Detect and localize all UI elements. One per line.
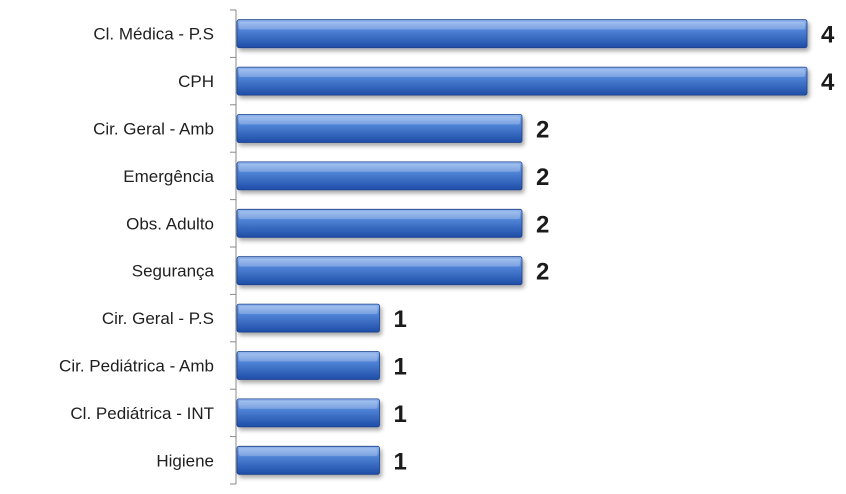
- bar: [236, 445, 380, 475]
- data-label: 2: [536, 259, 549, 286]
- bars-layer: [236, 19, 808, 475]
- category-labels: Cl. Médica - P.S CPH Cir. Geral - Amb Emerg…: [59, 25, 214, 471]
- bar-highlight: [239, 258, 520, 267]
- bar-highlight: [239, 211, 520, 220]
- bar-highlight: [239, 69, 805, 77]
- data-label: 1: [394, 354, 407, 381]
- bar: [236, 66, 808, 96]
- bar: [236, 161, 523, 191]
- bar-highlight: [239, 21, 805, 30]
- bar: [236, 256, 523, 286]
- category-label: Segurança: [132, 262, 215, 281]
- data-label: 2: [536, 164, 549, 191]
- data-label: 1: [394, 448, 407, 475]
- bar: [236, 351, 380, 380]
- bar: [236, 303, 380, 333]
- category-label: Higiene: [156, 451, 214, 470]
- data-label: 2: [536, 211, 549, 238]
- data-label: 4: [821, 69, 835, 96]
- bar-highlight: [239, 353, 378, 362]
- data-label: 4: [821, 22, 835, 49]
- category-label: Cir. Geral - P.S: [102, 309, 214, 328]
- data-label: 1: [394, 306, 407, 333]
- category-label: Cir. Pediátrica - Amb: [59, 357, 214, 376]
- bar-highlight: [239, 306, 378, 314]
- bar-highlight: [239, 116, 520, 125]
- category-label: Obs. Adulto: [126, 214, 214, 233]
- bar: [236, 19, 808, 49]
- bar: [236, 208, 523, 238]
- category-label: CPH: [178, 72, 214, 91]
- bar-highlight: [239, 400, 378, 409]
- category-label: Cl. Pediátrica - INT: [70, 404, 214, 423]
- data-label: 2: [536, 117, 549, 144]
- category-label: Cir. Geral - Amb: [93, 120, 214, 139]
- bar-highlight: [239, 163, 520, 172]
- category-axis-ticks: [230, 9, 236, 485]
- data-label: 1: [394, 401, 407, 428]
- category-label: Cl. Médica - P.S: [93, 25, 214, 44]
- bar-highlight: [239, 448, 378, 457]
- value-labels: 4 4 2 2 2 2 1 1 1 1: [394, 22, 836, 476]
- bar: [236, 398, 380, 428]
- category-label: Emergência: [123, 167, 214, 186]
- bar: [236, 114, 523, 143]
